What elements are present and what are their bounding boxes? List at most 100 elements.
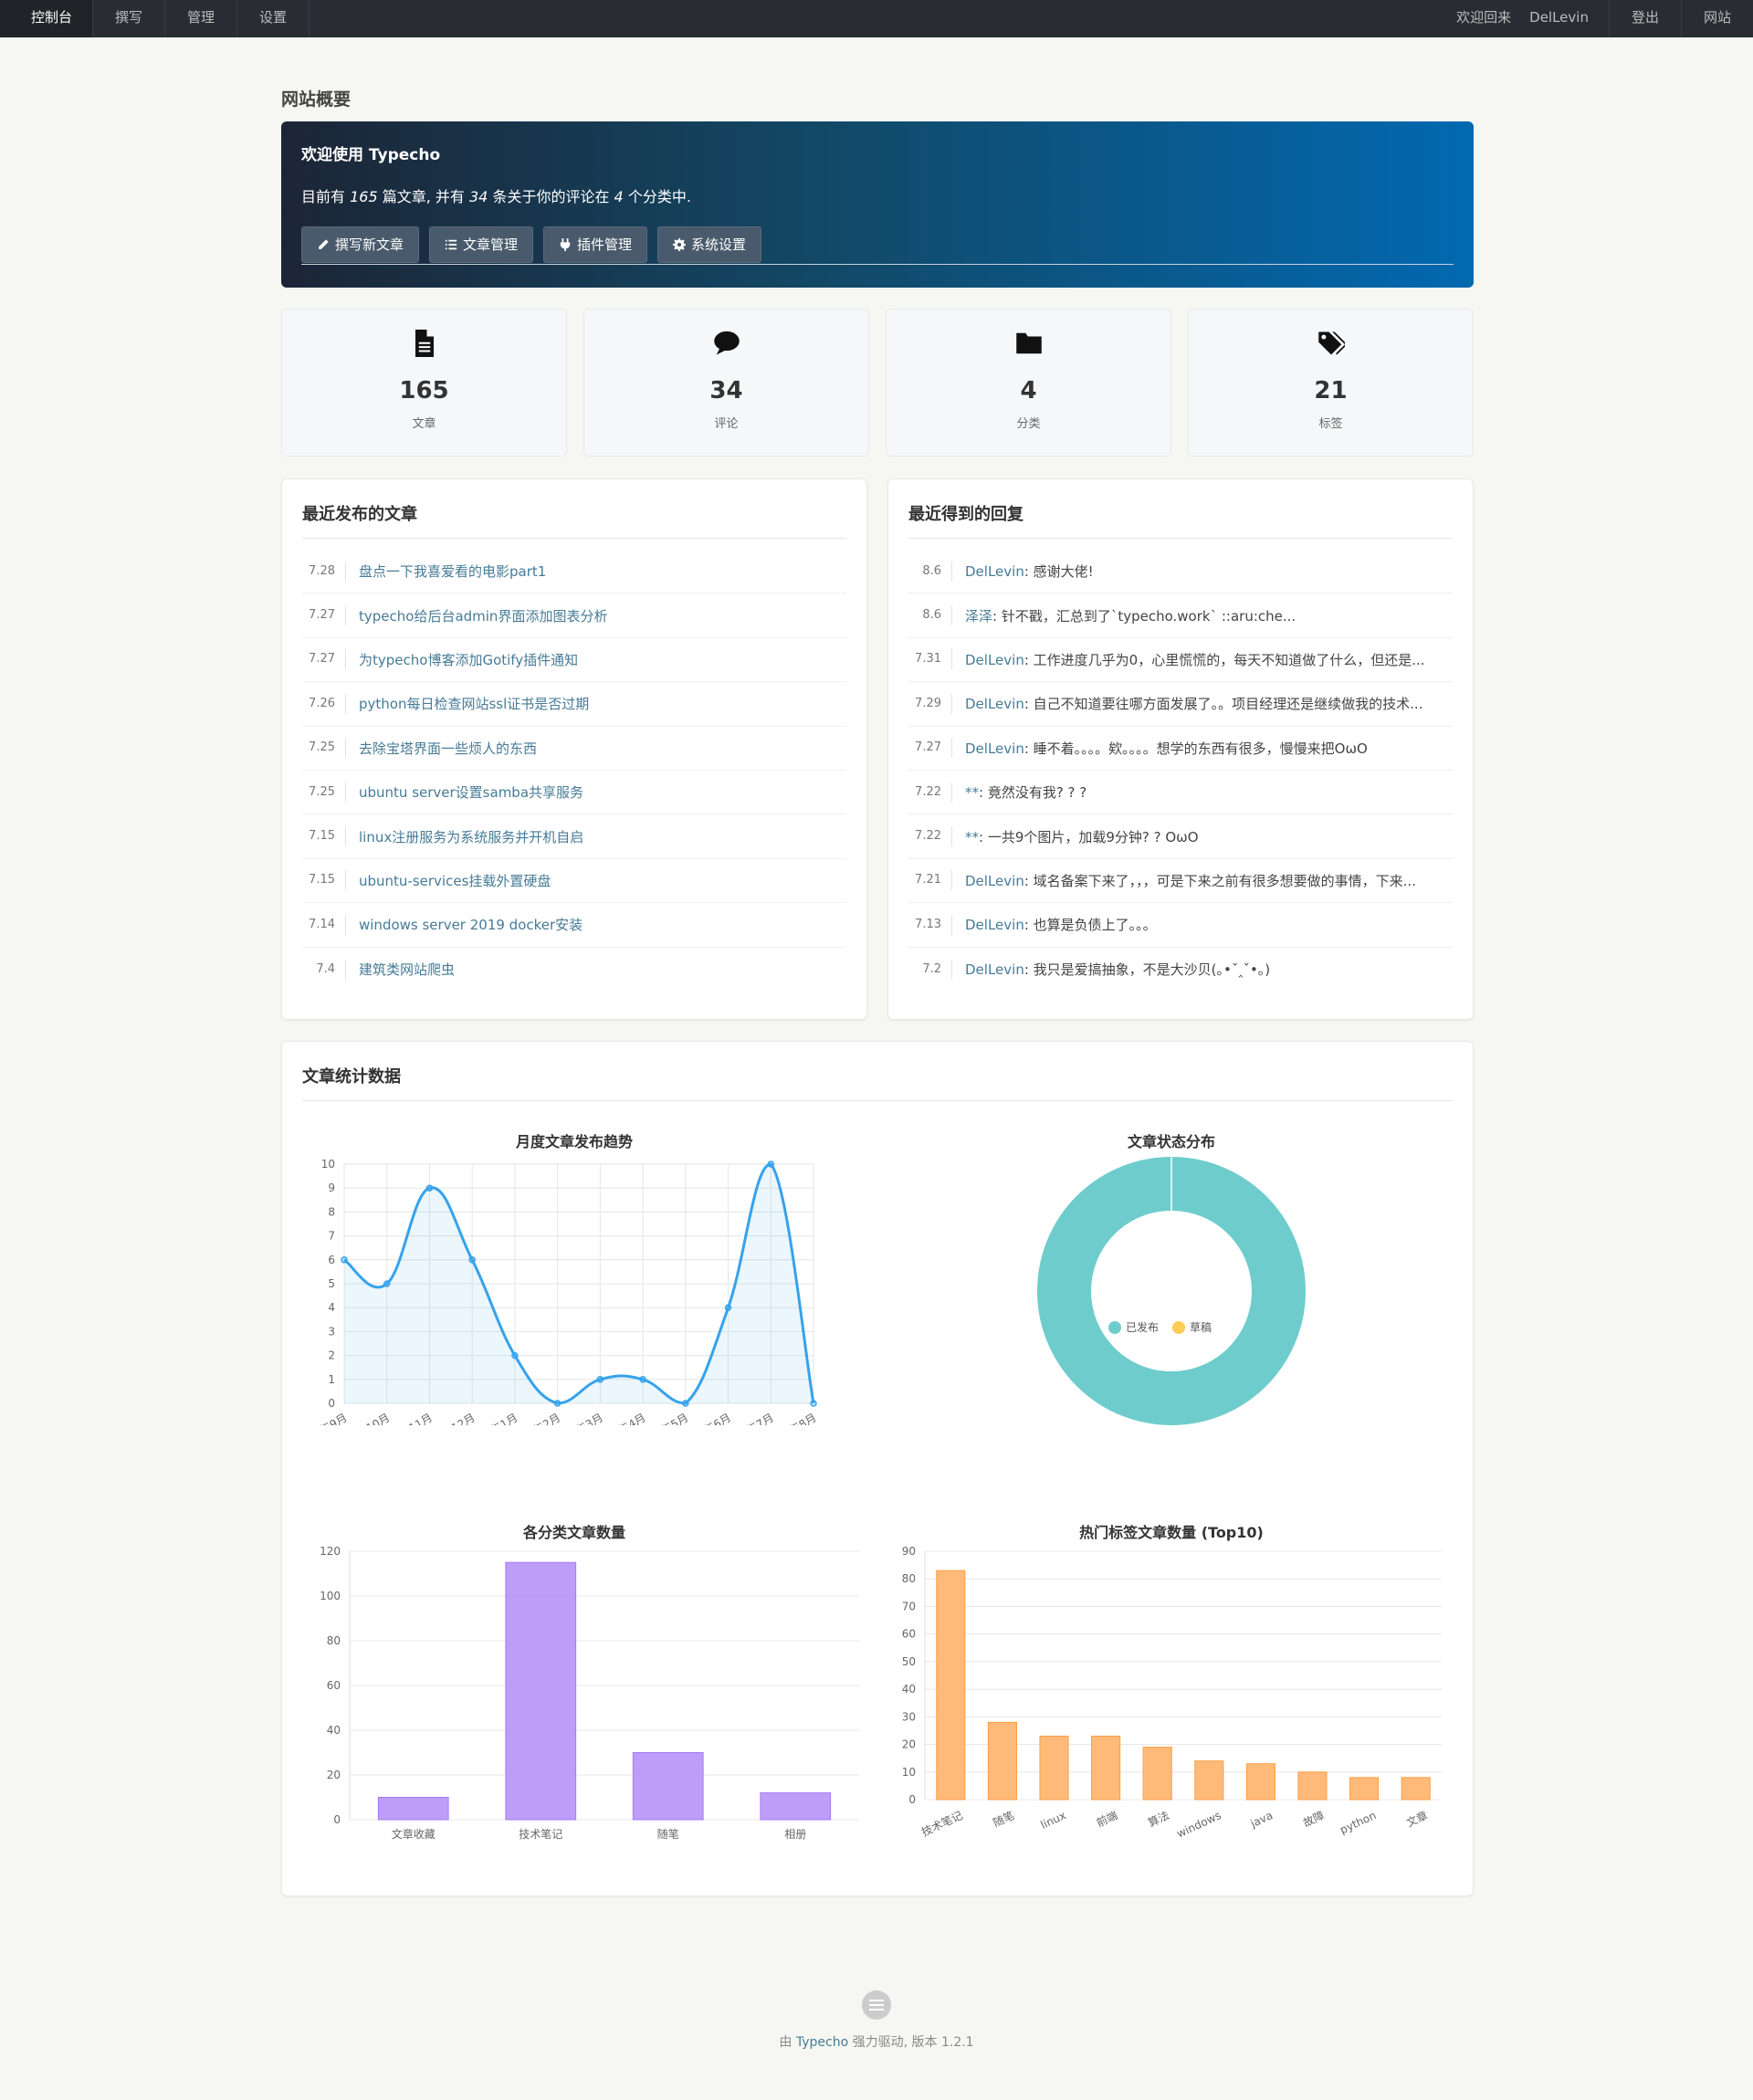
- reply-link[interactable]: DelLevin: 自己不知道要往哪方面发展了。。项目经理还是继续做我的技术..…: [965, 696, 1423, 713]
- data-point[interactable]: [767, 1160, 775, 1168]
- reply-row: 7.22 **: 一共9个图片，加载9分钟? ? OωO: [908, 814, 1453, 859]
- bar[interactable]: [1091, 1735, 1121, 1801]
- stat-value: 165: [399, 377, 449, 404]
- data-point[interactable]: [468, 1256, 476, 1264]
- bar[interactable]: [1142, 1747, 1172, 1801]
- comment-icon: [713, 331, 740, 355]
- reply-link[interactable]: DelLevin: 域名备案下来了，，，可是下来之前有很多想要做的事情，下来..…: [965, 872, 1416, 889]
- bar[interactable]: [1245, 1763, 1275, 1801]
- data-point[interactable]: [511, 1351, 519, 1360]
- top-navbar: 控制台 撰写 管理 设置 欢迎回来 DelLevin 登出 网站: [0, 0, 1753, 37]
- quick-actions: 撰写新文章 文章管理 插件管理 系统设置: [301, 226, 1454, 265]
- donut-slice[interactable]: [1037, 1157, 1306, 1425]
- legend-label[interactable]: 草稿: [1190, 1320, 1212, 1334]
- stat-comments[interactable]: 34 评论: [583, 309, 869, 457]
- stat-categories[interactable]: 4 分类: [886, 309, 1171, 457]
- line-area: [344, 1164, 814, 1403]
- menu-settings[interactable]: 设置: [237, 0, 310, 37]
- stat-value: 4: [1020, 377, 1037, 404]
- post-link[interactable]: ubuntu-services挂载外置硬盘: [359, 872, 551, 889]
- reply-row: 7.22 **: 竟然没有我? ? ?: [908, 771, 1453, 815]
- x-tick-label: 随笔: [991, 1808, 1016, 1830]
- post-row: 7.14 windows server 2019 docker安装: [302, 903, 846, 948]
- bar[interactable]: [936, 1570, 966, 1801]
- reply-link[interactable]: DelLevin: 也算是负债上了。。。: [965, 917, 1157, 934]
- reply-link[interactable]: DelLevin: 感谢大佬!: [965, 563, 1094, 581]
- post-link[interactable]: 去除宝塔界面一些烦人的东西: [359, 740, 538, 757]
- x-tick-label: 2024年9月: [302, 1411, 350, 1425]
- reply-link[interactable]: DelLevin: 我只是爱搞抽象，不是大沙贝(｡•ˇ‸ˇ•｡): [965, 961, 1271, 979]
- manage-plugins-button[interactable]: 插件管理: [543, 226, 648, 263]
- data-point[interactable]: [553, 1400, 562, 1407]
- x-tick-label: python: [1338, 1809, 1378, 1836]
- bar[interactable]: [632, 1752, 704, 1821]
- bar[interactable]: [377, 1797, 449, 1821]
- bar[interactable]: [1401, 1777, 1431, 1801]
- reply-text: 竟然没有我? ? ?: [987, 784, 1087, 802]
- data-point[interactable]: [810, 1400, 817, 1407]
- reply-row: 7.21 DelLevin: 域名备案下来了，，，可是下来之前有很多想要做的事情，…: [908, 859, 1453, 904]
- data-point[interactable]: [639, 1376, 646, 1383]
- data-point[interactable]: [682, 1400, 689, 1407]
- bar[interactable]: [1194, 1760, 1224, 1801]
- reply-link[interactable]: 泽泽: 针不戳，汇总到了`typecho.work` ::aru:che...: [965, 607, 1296, 625]
- post-row: 7.25 去除宝塔界面一些烦人的东西: [302, 727, 846, 771]
- site-link[interactable]: 网站: [1680, 0, 1753, 37]
- typecho-link[interactable]: Typecho: [795, 2035, 849, 2050]
- menu-dashboard[interactable]: 控制台: [0, 0, 94, 37]
- post-link[interactable]: typecho给后台admin界面添加图表分析: [359, 607, 608, 625]
- menu-manage[interactable]: 管理: [165, 0, 238, 37]
- reply-author: DelLevin: [965, 740, 1024, 757]
- bar[interactable]: [760, 1792, 832, 1821]
- stat-value: 21: [1314, 377, 1348, 404]
- bar[interactable]: [505, 1561, 577, 1821]
- comment-count: 34: [469, 188, 488, 205]
- data-point[interactable]: [341, 1256, 348, 1264]
- welcome-title: 欢迎使用 Typecho: [301, 146, 441, 164]
- reply-text: 也算是负债上了。。。: [1033, 917, 1157, 934]
- post-link[interactable]: linux注册服务为系统服务并开机自启: [359, 828, 584, 845]
- statistics-title: 文章统计数据: [302, 1042, 1453, 1101]
- post-link[interactable]: windows server 2019 docker安装: [359, 917, 583, 934]
- stat-label: 文章: [412, 417, 436, 431]
- post-link[interactable]: 为typecho博客添加Gotify插件通知: [359, 651, 579, 668]
- post-link[interactable]: 盘点一下我喜爱看的电影part1: [359, 563, 547, 581]
- post-link[interactable]: ubuntu server设置samba共享服务: [359, 784, 584, 802]
- stat-posts[interactable]: 165 文章: [281, 309, 567, 457]
- post-count: 165: [350, 188, 378, 205]
- legend-label[interactable]: 已发布: [1126, 1320, 1159, 1334]
- data-point[interactable]: [425, 1184, 434, 1192]
- reply-row: 8.6 DelLevin: 感谢大佬!: [908, 550, 1453, 594]
- logout-link[interactable]: 登出: [1608, 0, 1681, 37]
- manage-posts-button[interactable]: 文章管理: [429, 226, 534, 263]
- data-point[interactable]: [724, 1304, 732, 1311]
- data-point[interactable]: [383, 1280, 391, 1287]
- reply-link[interactable]: **: 竟然没有我? ? ?: [965, 784, 1087, 802]
- reply-date: 8.6: [908, 605, 952, 626]
- post-link[interactable]: 建筑类网站爬虫: [359, 961, 456, 979]
- reply-row: 7.29 DelLevin: 自己不知道要往哪方面发展了。。项目经理还是继续做我的…: [908, 682, 1453, 727]
- menu-write[interactable]: 撰写: [93, 0, 166, 37]
- reply-link[interactable]: **: 一共9个图片，加载9分钟? ? OωO: [965, 828, 1199, 845]
- bar[interactable]: [987, 1721, 1017, 1801]
- post-row: 7.28 盘点一下我喜爱看的电影part1: [302, 550, 846, 594]
- bar[interactable]: [1349, 1777, 1380, 1801]
- pencil-icon: [319, 239, 329, 249]
- data-point[interactable]: [596, 1376, 604, 1383]
- y-tick-label: 1: [328, 1373, 335, 1386]
- system-settings-button[interactable]: 系统设置: [657, 226, 762, 263]
- stat-tags[interactable]: 21 标签: [1188, 309, 1474, 457]
- bar[interactable]: [1297, 1771, 1328, 1801]
- user-profile-link[interactable]: DelLevin: [1529, 9, 1589, 26]
- write-post-button[interactable]: 撰写新文章: [301, 226, 420, 263]
- post-row: 7.27 为typecho博客添加Gotify插件通知: [302, 638, 846, 683]
- reply-author: DelLevin: [965, 696, 1024, 713]
- footer: 由 Typecho 强力驱动, 版本 1.2.1: [0, 1990, 1753, 2051]
- y-tick-label: 100: [320, 1590, 341, 1602]
- reply-link[interactable]: DelLevin: 睡不着。。。。欸。。。。想学的东西有很多，慢慢来把OωO: [965, 740, 1368, 757]
- post-link[interactable]: python每日检查网站ssl证书是否过期: [359, 696, 590, 713]
- reply-link[interactable]: DelLevin: 工作进度几乎为0，心里慌慌的，每天不知道做了什么，但还是..…: [965, 651, 1425, 668]
- y-tick-label: 60: [327, 1679, 341, 1692]
- bar[interactable]: [1039, 1735, 1069, 1801]
- recent-posts-card: 最近发布的文章 7.28 盘点一下我喜爱看的电影part1 7.27 typecho给…: [281, 478, 867, 1020]
